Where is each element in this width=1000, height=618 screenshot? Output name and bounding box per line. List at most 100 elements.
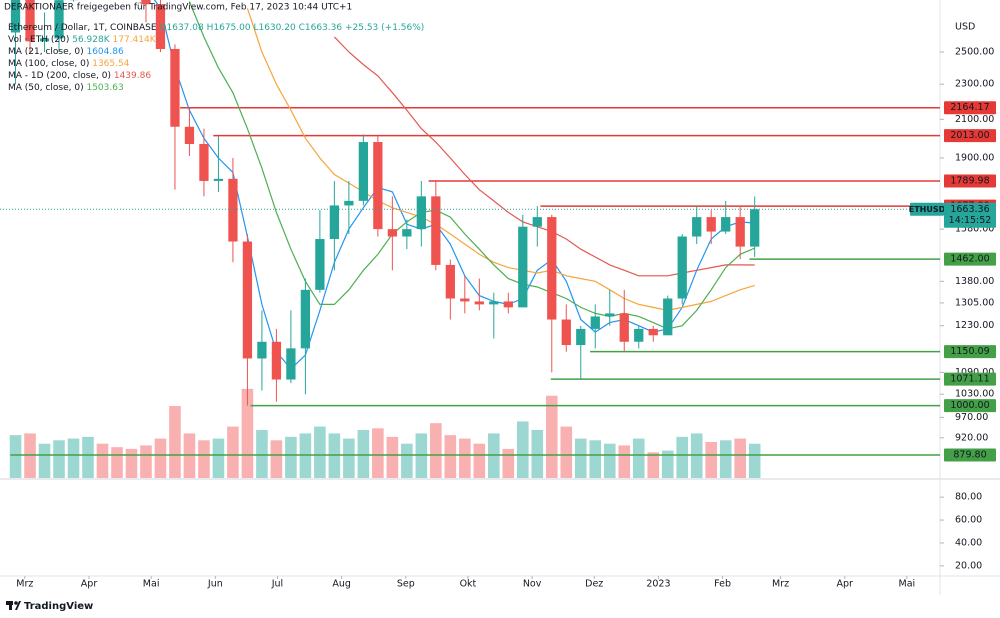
volume-bar [603, 443, 616, 478]
volume-bar [227, 426, 239, 478]
volume-bar [574, 438, 587, 478]
ohlc-high: H1675.00 [207, 23, 251, 33]
ohlc-change: +25.53 (+1.56%) [345, 23, 424, 33]
volume-bar [676, 436, 689, 478]
volume-bar [285, 436, 297, 478]
level-label-box [944, 101, 996, 115]
candle-body [170, 48, 180, 127]
candle-body [416, 196, 426, 230]
volume-bar [748, 443, 761, 478]
candle-body [445, 264, 455, 299]
level-label: 879.80 [953, 450, 986, 461]
volume-bar [9, 435, 22, 478]
symbol-label: ETHUSD [909, 205, 946, 214]
volume-bar [502, 448, 515, 478]
candle-body [605, 313, 615, 317]
candle-body [329, 205, 340, 240]
candle-body [503, 301, 513, 308]
candle-body [677, 236, 687, 299]
y-tick-label: 1580.00 [955, 224, 994, 235]
level-label-box [944, 345, 996, 359]
y-tick-label: 1305.00 [955, 297, 994, 308]
volume-bar [459, 438, 471, 478]
x-tick-label: Apr [81, 579, 98, 590]
y-tick-label: 1230.00 [955, 320, 994, 331]
y-tick-label: 2100.00 [955, 114, 994, 125]
candle-body [489, 301, 499, 305]
volume-bar [372, 428, 384, 478]
volume-bar [661, 450, 674, 478]
candle-body [10, 0, 21, 33]
legend-value: 1439.86 [114, 71, 151, 81]
legend-name: MA (100, close, 0) [8, 59, 89, 69]
candle-body [286, 348, 296, 380]
candle-body [576, 328, 586, 346]
volume-bar [256, 430, 268, 478]
legend-entry: MA - 1D (200, close, 0) 1439.86 [8, 71, 151, 81]
branding: TradingView [24, 601, 93, 612]
legend-name: MA (50, close, 0) [8, 83, 84, 93]
volume-bar [270, 440, 283, 478]
y-tick-label: 1090.00 [955, 367, 994, 378]
symbol-title: Ethereum / Dollar, 1T, COINBASE [8, 23, 157, 33]
x-tick-label: Aug [332, 579, 351, 590]
logo-shape [9, 601, 12, 610]
y-tick-label: 40.00 [955, 537, 982, 548]
volume-bar [314, 426, 326, 478]
y-tick-label: 1030.00 [955, 389, 994, 400]
last-price-box [944, 202, 996, 228]
volume-legend-ma: 177.414K [113, 35, 157, 45]
candle-body [373, 142, 383, 230]
candle-body [547, 217, 557, 320]
y-tick-label: 2500.00 [955, 47, 994, 58]
volume-bar [38, 443, 51, 478]
candle-body [242, 241, 253, 359]
x-tick-label: 2023 [646, 579, 670, 590]
plot-area [9, 0, 940, 478]
candle-body [184, 126, 195, 144]
header: Ethereum / Dollar, 1T, COINBASE O1637.08… [8, 23, 424, 33]
symbol-box [910, 202, 944, 216]
level-label-box [944, 252, 996, 266]
volume-bar [357, 430, 370, 478]
candle-body [619, 313, 629, 342]
volume-bar [531, 430, 544, 478]
x-tick-label: Mai [899, 579, 916, 590]
candle-body [54, 0, 64, 39]
level-label-box [944, 399, 996, 413]
tradingview-logo [6, 601, 21, 610]
candle-body [532, 217, 542, 227]
volume-bar [589, 440, 602, 478]
x-tick-label: Mai [143, 579, 160, 590]
candle-body [590, 316, 600, 329]
ohlc-low: L1630.20 [253, 23, 296, 33]
volume-bar [241, 388, 254, 478]
legend-name: MA - 1D (200, close, 0) [8, 71, 111, 81]
volume-bar [560, 426, 573, 478]
volume-legend-name: Vol · ETH (20) [8, 35, 69, 45]
attribution: DERAKTIONAER freigegeben für TradingView… [4, 3, 352, 13]
y-tick-label: 920.00 [955, 432, 988, 443]
volume-bar [517, 421, 529, 478]
level-label-box [944, 129, 996, 143]
candle-body [750, 209, 760, 247]
candle-body [300, 289, 311, 349]
candle-body [648, 328, 658, 336]
volume-bar [618, 445, 631, 478]
level-label-box [944, 372, 996, 386]
volume-bar [444, 435, 457, 478]
y-tick-label: 60.00 [955, 515, 982, 526]
volume-legend: Vol · ETH (20) 56.928K 177.414K [8, 35, 157, 45]
volume-legend-value: 56.928K [72, 35, 110, 45]
level-label: 1789.98 [950, 175, 989, 186]
legend-value: 1365.54 [92, 59, 129, 69]
candle-body [663, 298, 673, 336]
volume-bar [386, 436, 399, 478]
candle-body [141, 0, 151, 5]
volume-bar [632, 438, 645, 478]
volume-bar [719, 440, 732, 478]
volume-bar [169, 406, 181, 478]
volume-bar [473, 443, 486, 478]
volume-bar [734, 438, 746, 478]
